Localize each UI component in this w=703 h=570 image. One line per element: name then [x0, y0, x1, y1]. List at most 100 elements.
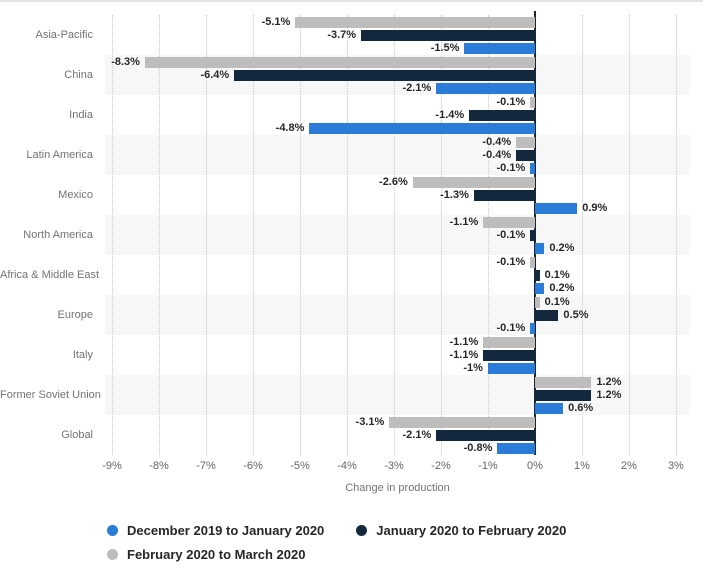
- bar[interactable]: [436, 430, 535, 441]
- bar[interactable]: [412, 177, 535, 188]
- bar[interactable]: [530, 163, 535, 174]
- bar[interactable]: [534, 203, 578, 214]
- category-label: Latin America: [26, 149, 93, 161]
- gridline: [675, 15, 677, 455]
- x-tick-label: 1%: [573, 460, 590, 472]
- category-label: Italy: [72, 349, 93, 361]
- bar[interactable]: [483, 350, 535, 361]
- bar[interactable]: [530, 257, 535, 268]
- legend-label: December 2019 to January 2020: [127, 523, 325, 538]
- x-axis: -9% -8% -7% -6% -5% -4% -3% -2% -1% 0% 1% 2% 3%: [0, 460, 703, 474]
- bar-value-label: -6.4%: [200, 69, 230, 81]
- bar-value-label: -1.4%: [435, 109, 465, 121]
- bar[interactable]: [534, 403, 564, 414]
- bar-value-label: -1.3%: [440, 189, 469, 201]
- bar-value-label: -0.8%: [463, 442, 493, 454]
- bar-value-label: -3.7%: [327, 29, 357, 41]
- x-tick-label: -1%: [478, 460, 498, 472]
- bar-value-label: 0.6%: [568, 402, 594, 414]
- bar[interactable]: [295, 17, 535, 28]
- x-tick-label: 0%: [526, 460, 543, 472]
- x-tick-label: 3%: [667, 460, 684, 472]
- gridline: [440, 15, 442, 455]
- bar[interactable]: [534, 377, 592, 388]
- bar[interactable]: [469, 110, 535, 121]
- legend-dot-icon: [356, 525, 368, 536]
- bar-value-label: -5.1%: [261, 16, 291, 28]
- bar[interactable]: [389, 417, 535, 428]
- bar-value-label: -2.1%: [402, 82, 432, 94]
- gridline: [487, 15, 489, 455]
- zero-axis-line: [533, 11, 536, 455]
- bar-value-label: -1%: [463, 362, 483, 374]
- x-tick-label: -2%: [431, 460, 451, 472]
- bar-value-label: -0.1%: [496, 96, 526, 108]
- bar-value-label: 0.1%: [544, 269, 570, 281]
- x-tick-label: -3%: [384, 460, 404, 472]
- bar-value-label: 0.5%: [563, 309, 589, 321]
- bar[interactable]: [464, 43, 535, 54]
- bar-value-label: 1.2%: [596, 376, 622, 388]
- bar-value-label: -1.1%: [449, 216, 479, 228]
- row-band: [105, 215, 690, 255]
- gridline: [346, 15, 348, 455]
- bar[interactable]: [534, 310, 559, 321]
- bar[interactable]: [534, 297, 540, 308]
- bar-value-label: 0.2%: [549, 282, 575, 294]
- bar[interactable]: [361, 30, 535, 41]
- legend-item[interactable]: January 2020 to February 2020: [356, 523, 566, 538]
- bar[interactable]: [530, 230, 535, 241]
- category-label: Mexico: [58, 189, 93, 201]
- x-tick-label: 2%: [620, 460, 637, 472]
- gridline: [628, 15, 630, 455]
- bar-value-label: 0.9%: [582, 202, 608, 214]
- row-band: [105, 255, 690, 295]
- category-label: China: [64, 69, 93, 81]
- bar[interactable]: [516, 137, 535, 148]
- bar-value-label: -4.8%: [275, 122, 305, 134]
- bar[interactable]: [534, 390, 592, 401]
- bar-value-label: 0.2%: [549, 242, 575, 254]
- gridline: [581, 15, 583, 455]
- bar-value-label: -0.4%: [482, 136, 512, 148]
- bar[interactable]: [497, 443, 535, 454]
- bar[interactable]: [436, 83, 535, 94]
- bar[interactable]: [534, 243, 545, 254]
- bar[interactable]: [487, 363, 535, 374]
- bar[interactable]: [530, 323, 535, 334]
- bar-value-label: -2.6%: [379, 176, 408, 188]
- bar[interactable]: [530, 97, 535, 108]
- x-tick-label: -6%: [243, 460, 263, 472]
- legend-dot-icon: [107, 525, 118, 536]
- bar-value-label: -1.5%: [430, 42, 460, 54]
- legend: December 2019 to January 2020 January 202…: [107, 523, 692, 562]
- gridline: [206, 15, 208, 455]
- bar-value-label: -0.1%: [496, 256, 526, 268]
- gridline: [393, 15, 395, 455]
- category-label: North America: [23, 229, 93, 241]
- bar[interactable]: [234, 70, 535, 81]
- bar[interactable]: [309, 123, 535, 134]
- legend-item[interactable]: December 2019 to January 2020: [107, 523, 324, 538]
- x-tick-label: -9%: [102, 460, 122, 472]
- bar-value-label: -0.4%: [482, 149, 512, 161]
- bar[interactable]: [534, 283, 545, 294]
- gridline: [159, 15, 161, 455]
- legend-label: January 2020 to February 2020: [376, 523, 567, 538]
- bar[interactable]: [516, 150, 535, 161]
- bar[interactable]: [483, 217, 535, 228]
- bar[interactable]: [144, 57, 535, 68]
- gridline: [253, 15, 254, 455]
- bar-value-label: -0.1%: [496, 322, 526, 334]
- bar[interactable]: [483, 337, 535, 348]
- category-label: Global: [61, 429, 93, 441]
- bar-value-label: -8.3%: [111, 56, 140, 68]
- category-label: India: [69, 109, 93, 121]
- x-tick-label: -5%: [290, 460, 310, 472]
- bar[interactable]: [473, 190, 535, 201]
- bar[interactable]: [534, 270, 540, 281]
- row-band: [105, 375, 690, 415]
- category-labels: Asia-Pacific China India Latin America Mexic…: [0, 15, 101, 455]
- legend-item[interactable]: February 2020 to March 2020: [107, 547, 305, 562]
